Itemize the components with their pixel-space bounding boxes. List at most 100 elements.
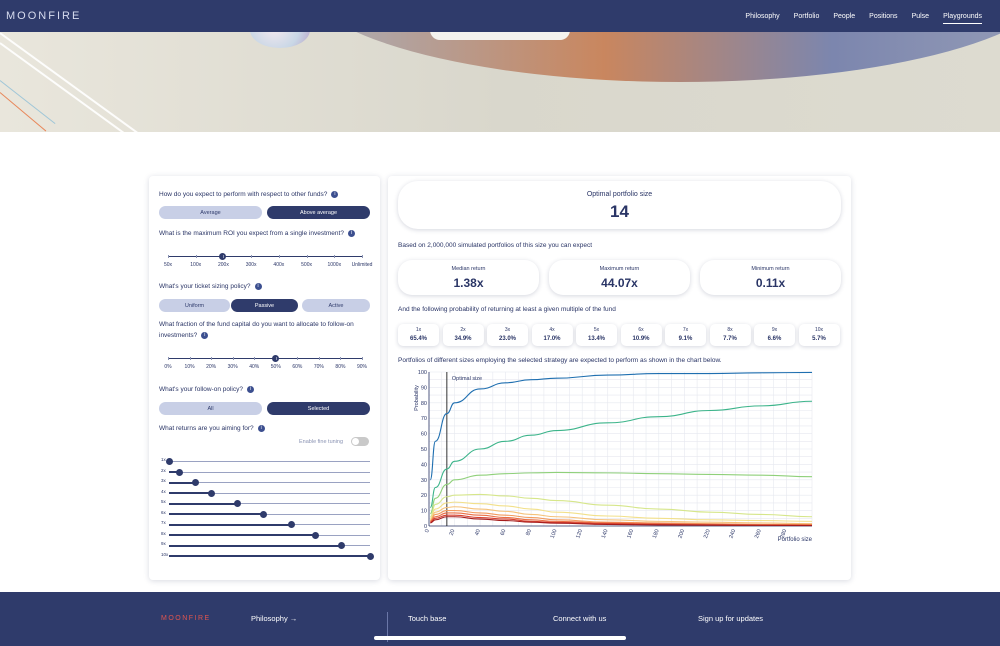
- y-tick-label: 10: [421, 509, 427, 515]
- return-row-label: 10x: [161, 551, 169, 557]
- option-above-average[interactable]: Above average: [267, 206, 370, 219]
- question-label: What's your ticket sizing policy?: [159, 283, 251, 291]
- nav-positions[interactable]: Positions: [869, 12, 898, 20]
- footer-divider: [387, 612, 388, 642]
- slider-tick: [306, 255, 308, 258]
- probability-text: And the following probability of returni…: [398, 306, 616, 313]
- slider-tick: [189, 357, 191, 360]
- return-row-handle[interactable]: [366, 552, 374, 560]
- return-row-track[interactable]: [169, 471, 370, 473]
- footer-touch-base: Touch base: [408, 614, 447, 623]
- fraction-tick-label: 40%: [249, 364, 260, 370]
- slider-tick: [275, 357, 277, 360]
- question-label: What's your follow-on policy?: [159, 386, 243, 394]
- x-tick-label: 100: [550, 529, 559, 540]
- return-row-track[interactable]: [169, 513, 370, 515]
- option-uniform[interactable]: Uniform: [159, 299, 230, 312]
- x-tick-label: 0: [424, 529, 431, 534]
- optimal-size-label: Optimal portfolio size: [586, 191, 653, 198]
- multiple-label: 3x: [504, 327, 511, 333]
- home-indicator[interactable]: [374, 636, 626, 640]
- slider-tick: [195, 255, 197, 258]
- return-row-handle[interactable]: [259, 510, 267, 518]
- controls-card: How do you expect to perform with respec…: [149, 176, 380, 580]
- median-return-label: Median return: [451, 266, 486, 272]
- multiple-label: 5x: [593, 327, 600, 333]
- footer-connect: Connect with us: [553, 614, 607, 623]
- follow-on-fraction-slider[interactable]: [149, 176, 380, 376]
- hero-banner: [0, 32, 1000, 132]
- info-icon[interactable]: i: [254, 283, 262, 290]
- option-all[interactable]: All: [159, 402, 262, 415]
- series-line-7: [430, 510, 812, 526]
- slider-handle[interactable]: [219, 253, 226, 260]
- option-passive[interactable]: Passive: [231, 299, 298, 312]
- nav-pulse[interactable]: Pulse: [911, 12, 930, 20]
- info-icon[interactable]: i: [257, 425, 265, 432]
- top-navbar: MOONFIRE Philosophy Portfolio People Pos…: [0, 0, 1000, 32]
- return-row-label: 3x: [161, 478, 166, 483]
- multiple-label: 4x: [549, 327, 555, 333]
- fraction-tick-label: 60%: [292, 364, 303, 370]
- return-row-handle[interactable]: [207, 489, 215, 497]
- return-row-handle[interactable]: [191, 479, 199, 486]
- fraction-tick-label: 90%: [356, 364, 368, 370]
- question-performance: How do you expect to perform with respec…: [159, 191, 339, 198]
- return-row-handle[interactable]: [312, 531, 320, 539]
- return-row-handle[interactable]: [233, 500, 241, 507]
- y-tick-label: 40: [421, 462, 427, 468]
- nav-philosophy[interactable]: Philosophy: [745, 12, 780, 20]
- series-line-3: [429, 471, 813, 515]
- return-row-handle[interactable]: [338, 542, 346, 549]
- fraction-tick-label: 10%: [184, 364, 195, 370]
- nav-people[interactable]: People: [833, 12, 856, 20]
- multiple-pill: 7x 9.1%: [665, 324, 706, 346]
- nav-playgrounds[interactable]: Playgrounds: [943, 12, 982, 24]
- info-icon[interactable]: i: [331, 191, 339, 198]
- nav-portfolio[interactable]: Portfolio: [793, 12, 820, 20]
- optimal-size-value: 14: [610, 202, 629, 221]
- return-row-handle[interactable]: [165, 458, 173, 465]
- multiple-value: 6.6%: [767, 336, 782, 342]
- option-selected[interactable]: Selected: [267, 402, 370, 415]
- maximum-return-panel: Maximum return 44.07x: [549, 260, 690, 295]
- x-tick-label: 200: [677, 529, 686, 540]
- hero-orb: [250, 32, 310, 48]
- return-row-track[interactable]: [169, 492, 370, 494]
- info-icon[interactable]: i: [246, 386, 254, 393]
- return-row-label: 9x: [161, 541, 166, 546]
- brand-logo[interactable]: MOONFIRE: [6, 10, 82, 22]
- footer-brand[interactable]: MOONFIRE: [161, 615, 211, 622]
- return-row-track[interactable]: [169, 461, 370, 462]
- info-icon[interactable]: i: [347, 230, 355, 237]
- x-tick-label: 180: [652, 529, 661, 540]
- return-row-fill: [169, 481, 196, 484]
- return-row-track[interactable]: [169, 482, 370, 483]
- y-tick-label: 100: [418, 370, 427, 376]
- x-tick-label: 220: [703, 529, 712, 540]
- multiple-label: 6x: [638, 327, 644, 333]
- option-active[interactable]: Active: [302, 299, 370, 312]
- option-average[interactable]: Average: [159, 206, 262, 219]
- slider-tick: [223, 255, 225, 258]
- y-tick-label: 50: [421, 447, 427, 453]
- return-row-fill: [169, 513, 264, 515]
- multiple-pill: 5x 13.4%: [576, 324, 617, 346]
- question-label: What returns are you aiming for?: [159, 425, 254, 433]
- multiple-pill: 1x 65.4%: [398, 324, 439, 346]
- median-return-value: 1.38x: [453, 276, 484, 290]
- roi-tick-label: Unlimited: [351, 262, 373, 268]
- fraction-tick-label: 70%: [313, 364, 324, 370]
- return-row-track[interactable]: [169, 503, 370, 504]
- max-roi-slider[interactable]: [149, 176, 380, 276]
- multiple-pill: 9x 6.6%: [754, 324, 795, 346]
- fine-tuning-toggle[interactable]: [351, 437, 369, 446]
- return-row-fill: [169, 502, 238, 505]
- return-row-label: 5x: [161, 499, 166, 504]
- return-row-handle[interactable]: [288, 521, 296, 528]
- slider-handle[interactable]: [272, 355, 279, 362]
- info-icon[interactable]: i: [201, 332, 209, 339]
- footer-philosophy-link[interactable]: Philosophy →: [251, 614, 297, 623]
- return-row-label: 4x: [161, 488, 166, 494]
- return-row-handle[interactable]: [175, 468, 183, 476]
